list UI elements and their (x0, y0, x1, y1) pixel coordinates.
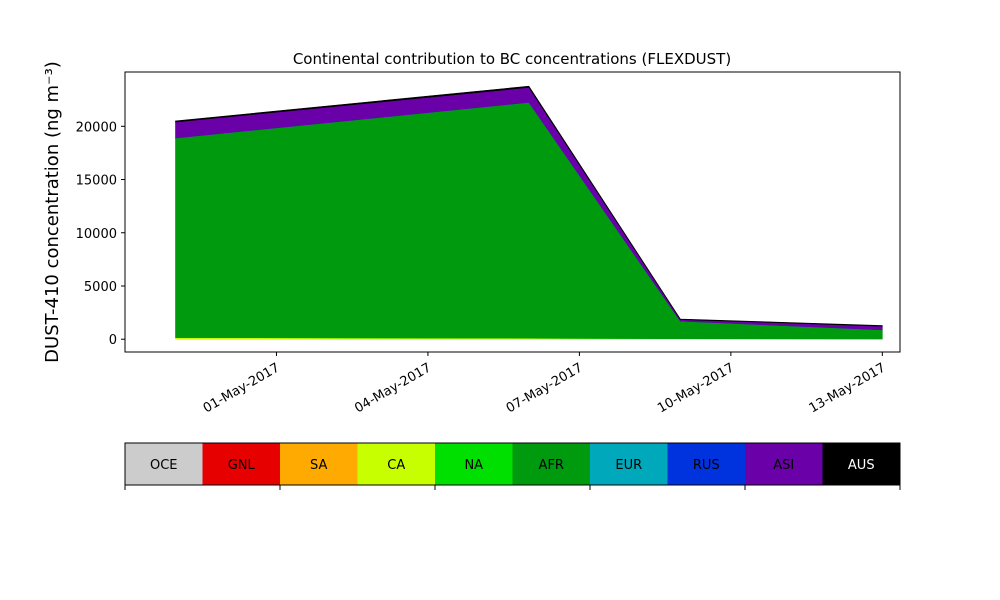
y-tick-label: 0 (109, 333, 117, 348)
x-tick-label: 07-May-2017 (504, 360, 586, 416)
legend-label-na: NA (464, 458, 483, 473)
y-tick-label: 10000 (76, 227, 117, 242)
legend-swatch-rus (667, 443, 746, 485)
legend-label-asi: ASI (773, 458, 794, 473)
legend-label-afr: AFR (539, 458, 564, 473)
y-axis-label: DUST-410 concentration (ng m⁻³) (42, 61, 63, 363)
legend-label-rus: RUS (693, 458, 720, 473)
legend-swatch-gnl (202, 443, 281, 485)
legend-label-gnl: GNL (228, 458, 256, 473)
legend-swatch-afr (512, 443, 591, 485)
y-tick-label: 5000 (84, 280, 117, 295)
x-tick-label: 10-May-2017 (655, 360, 737, 416)
legend-label-ca: CA (387, 458, 405, 473)
x-tick-label: 13-May-2017 (807, 360, 889, 416)
legend-swatch-aus (822, 443, 901, 485)
x-tick-label: 04-May-2017 (352, 360, 434, 416)
area-afr (175, 102, 883, 340)
legend-swatch-asi (745, 443, 823, 485)
legend-swatch-na (435, 443, 513, 485)
area-series-layer (175, 85, 883, 340)
legend-frame (124, 442, 901, 486)
legend-swatch-eur (590, 443, 668, 485)
legend-label-sa: SA (310, 458, 327, 473)
legend-label-eur: EUR (615, 458, 642, 473)
legend-label-oce: OCE (150, 458, 178, 473)
legend-label-aus: AUS (848, 458, 875, 473)
legend-colorbar: OCE GNL SA CA NA AFR EUR RUS ASI AUS (124, 442, 901, 490)
y-tick-label: 20000 (76, 120, 117, 135)
chart-title: Continental contribution to BC concentra… (293, 50, 731, 68)
plot-frame (124, 71, 901, 353)
x-tick-label: 01-May-2017 (201, 360, 283, 416)
area-aus (175, 85, 883, 327)
y-tick-label: 15000 (76, 174, 117, 189)
legend-swatch-ca (357, 443, 436, 485)
legend-swatch-sa (280, 443, 358, 485)
legend-swatch-oce (125, 443, 203, 485)
